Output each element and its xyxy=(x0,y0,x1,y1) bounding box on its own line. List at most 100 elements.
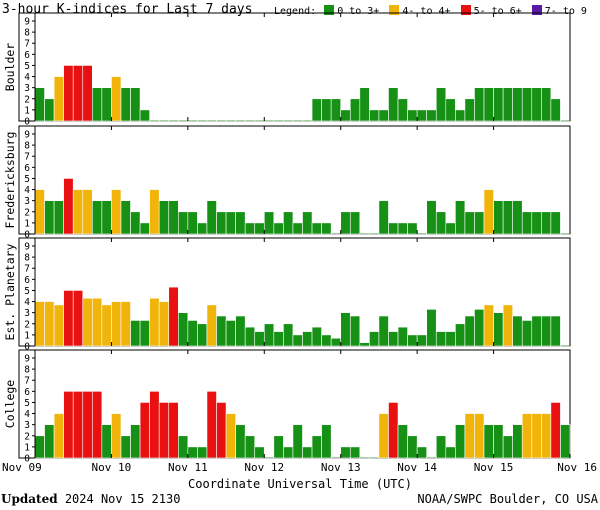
bar xyxy=(44,424,55,459)
bar xyxy=(197,446,208,459)
y-tick-label: 7 xyxy=(24,39,30,50)
bar xyxy=(378,315,389,347)
y-tick-label: 1 xyxy=(24,218,30,229)
panel-label-boulder: Boulder xyxy=(3,43,17,92)
bar xyxy=(92,87,103,122)
bar xyxy=(330,456,342,459)
bar xyxy=(340,312,351,347)
bar xyxy=(92,200,103,235)
bar xyxy=(435,435,447,459)
bar xyxy=(178,119,189,122)
bar xyxy=(531,413,542,459)
y-tick-label: 8 xyxy=(24,365,30,376)
legend-item-red: 5- to 6+ xyxy=(459,5,522,17)
legend-swatch-red xyxy=(460,5,471,15)
bar xyxy=(168,402,179,459)
y-tick-label: 5 xyxy=(24,286,30,297)
bar xyxy=(120,435,131,459)
bar xyxy=(541,413,552,459)
bar xyxy=(502,200,513,235)
bar xyxy=(321,222,332,235)
bar xyxy=(263,323,275,347)
bar xyxy=(435,87,447,122)
bar xyxy=(455,200,466,235)
bar xyxy=(531,315,542,347)
legend-label: Legend: xyxy=(274,6,317,17)
bar xyxy=(216,315,227,347)
x-tick-label: Nov 10 xyxy=(92,461,132,474)
bar xyxy=(531,87,542,122)
bar xyxy=(416,109,427,122)
bar xyxy=(541,315,552,347)
y-tick-label: 9 xyxy=(24,242,30,253)
y-tick-label: 5 xyxy=(24,61,30,72)
x-tick-label: Nov 15 xyxy=(474,461,514,474)
bar xyxy=(560,232,571,235)
bar xyxy=(111,413,122,459)
bar xyxy=(474,413,485,459)
bar xyxy=(397,98,408,122)
y-tick-label: 6 xyxy=(24,275,30,286)
bar xyxy=(178,435,189,459)
bar xyxy=(321,98,332,122)
bar xyxy=(254,119,265,122)
y-tick-label: 9 xyxy=(24,354,30,365)
bar xyxy=(416,446,427,459)
bar xyxy=(483,87,494,122)
bar xyxy=(397,326,408,347)
bar xyxy=(63,178,74,235)
bar xyxy=(531,211,542,235)
bar xyxy=(426,200,437,235)
bar xyxy=(550,315,561,347)
bar xyxy=(407,435,418,459)
bar xyxy=(168,286,179,347)
bar xyxy=(292,119,303,122)
y-tick-label: 0 xyxy=(24,342,30,353)
bar xyxy=(273,331,284,347)
bar xyxy=(283,323,294,347)
legend-item-red-label: 5- to 6+ xyxy=(473,6,522,17)
y-tick-label: 6 xyxy=(24,50,30,61)
bar xyxy=(512,87,523,122)
x-axis-label: Coordinate Universal Time (UTC) xyxy=(188,477,412,491)
bar xyxy=(72,391,84,459)
bar xyxy=(263,119,275,122)
panel-label-fredericksburg: Fredericksburg xyxy=(3,132,17,229)
bar xyxy=(292,334,303,347)
bar xyxy=(445,331,456,347)
legend-swatch-yellow xyxy=(389,5,400,15)
bar xyxy=(416,232,427,235)
bar xyxy=(44,200,55,235)
bar xyxy=(378,413,389,459)
bar xyxy=(244,435,256,459)
bar xyxy=(407,222,418,235)
bar xyxy=(388,87,399,122)
bar xyxy=(369,331,380,347)
bar xyxy=(502,304,513,347)
bar xyxy=(158,200,170,235)
bar xyxy=(158,402,170,459)
bar xyxy=(464,315,475,347)
y-tick-label: 2 xyxy=(24,431,30,442)
bar xyxy=(550,211,561,235)
bar xyxy=(244,222,256,235)
bar xyxy=(407,109,418,122)
x-tick-label: Nov 13 xyxy=(321,461,361,474)
bar xyxy=(216,402,227,459)
bar xyxy=(483,304,494,347)
bar xyxy=(474,211,485,235)
bar xyxy=(178,312,189,347)
bar xyxy=(416,334,427,347)
legend-item-purple-label: 7- to 9 xyxy=(544,6,587,17)
bar xyxy=(302,446,313,459)
bar xyxy=(44,301,55,347)
bar xyxy=(369,456,380,459)
y-tick-label: 1 xyxy=(24,330,30,341)
bar xyxy=(235,315,246,347)
y-tick-label: 7 xyxy=(24,376,30,387)
bar xyxy=(359,456,370,459)
bar xyxy=(359,342,370,347)
y-tick-label: 4 xyxy=(24,409,30,420)
bar xyxy=(474,87,485,122)
y-tick-label: 2 xyxy=(24,94,30,105)
